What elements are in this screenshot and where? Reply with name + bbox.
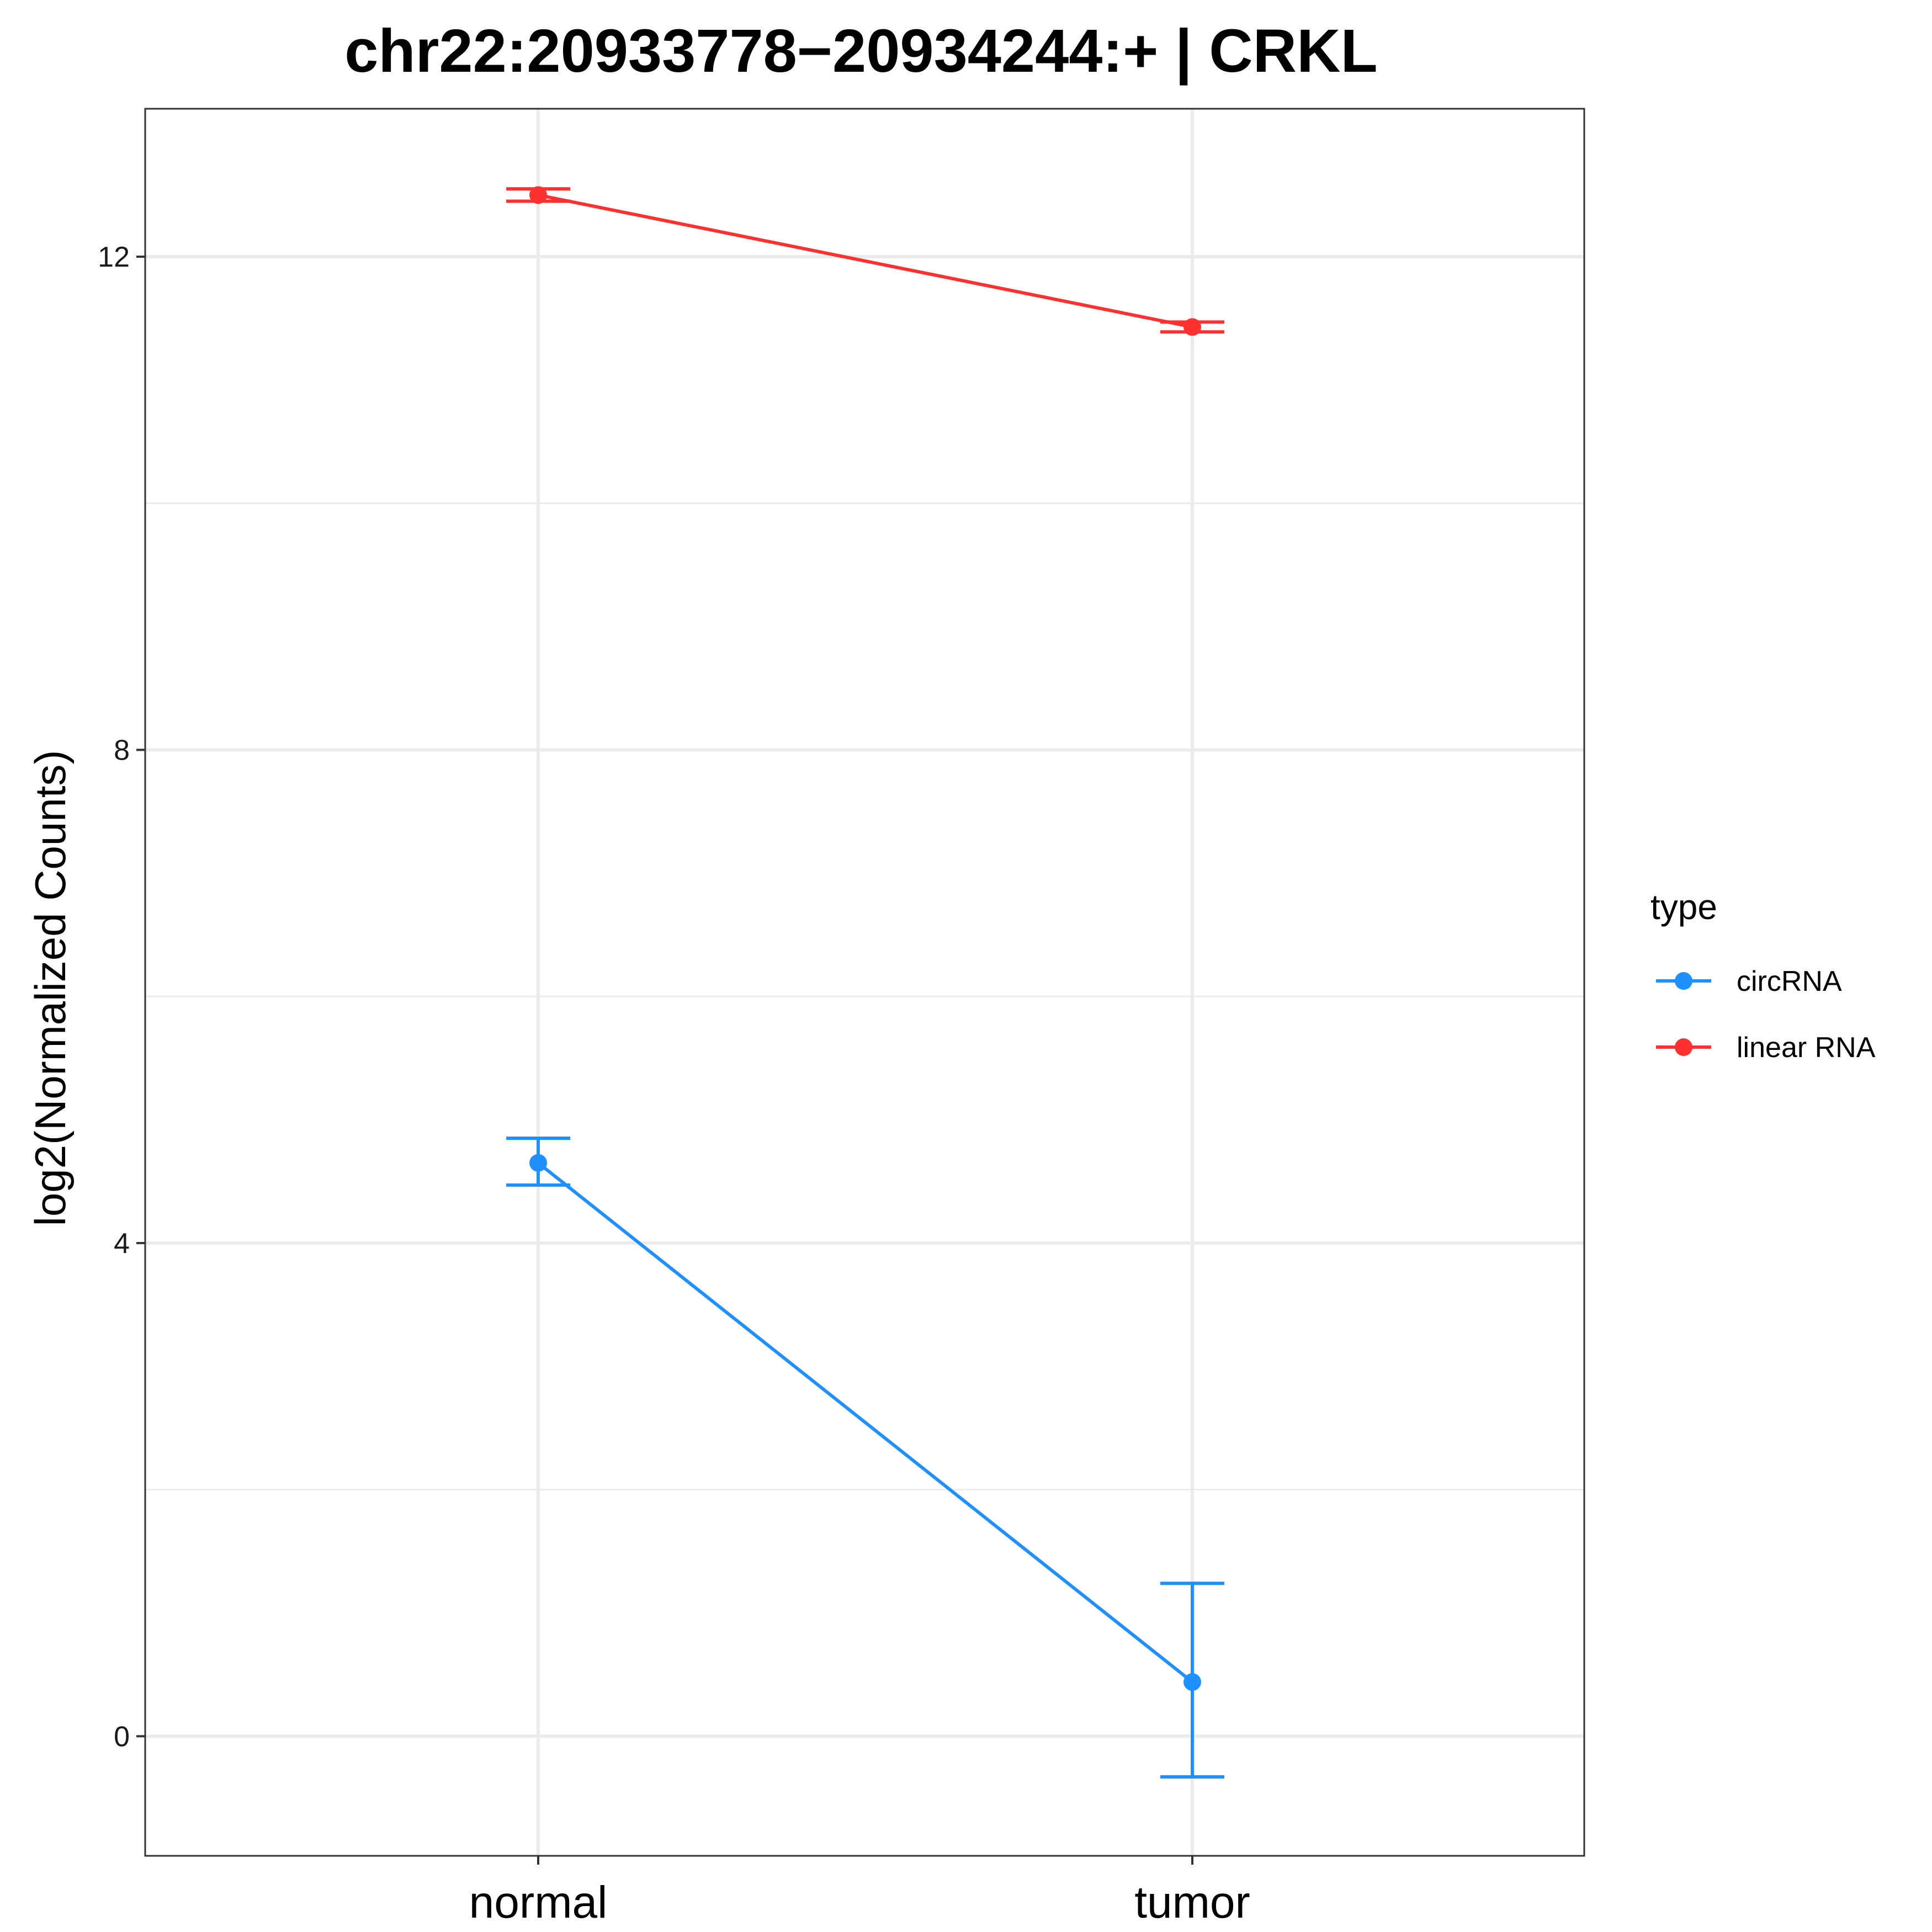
panel-border bbox=[144, 108, 1585, 1857]
legend: circRNA linear RNA bbox=[1656, 965, 1876, 1064]
legend-item: linear RNA bbox=[1656, 1032, 1876, 1064]
series-line bbox=[538, 193, 1193, 329]
legend-key-point bbox=[1675, 972, 1692, 990]
series-linear-rna bbox=[506, 186, 1224, 336]
legend-label: linear RNA bbox=[1737, 1032, 1876, 1064]
data-point bbox=[1183, 318, 1201, 336]
series-line bbox=[537, 1161, 1193, 1684]
data-point bbox=[1183, 1673, 1201, 1691]
y-tick-label: 12 bbox=[98, 241, 130, 273]
x-tick-label: tumor bbox=[1134, 1877, 1250, 1928]
chart-title: chr22:20933778−20934244:+ | CRKL bbox=[344, 17, 1378, 86]
y-axis-title: log2(Normalized Counts) bbox=[26, 750, 75, 1227]
y-tick-label: 8 bbox=[114, 734, 130, 766]
axes: 0 4 8 12 normal tumor bbox=[98, 108, 1585, 1928]
legend-label: circRNA bbox=[1737, 965, 1842, 997]
data-point bbox=[529, 1154, 547, 1172]
x-tick-label: normal bbox=[469, 1877, 608, 1928]
data-marks bbox=[506, 186, 1224, 1779]
legend-title: type bbox=[1650, 887, 1717, 927]
legend-key-point bbox=[1675, 1038, 1692, 1056]
y-tick-label: 4 bbox=[114, 1228, 130, 1260]
data-point bbox=[529, 186, 547, 204]
legend-item: circRNA bbox=[1656, 965, 1842, 997]
grid-lines bbox=[145, 109, 1584, 1856]
series-circrna bbox=[506, 1137, 1224, 1779]
y-tick-label: 0 bbox=[114, 1721, 130, 1753]
